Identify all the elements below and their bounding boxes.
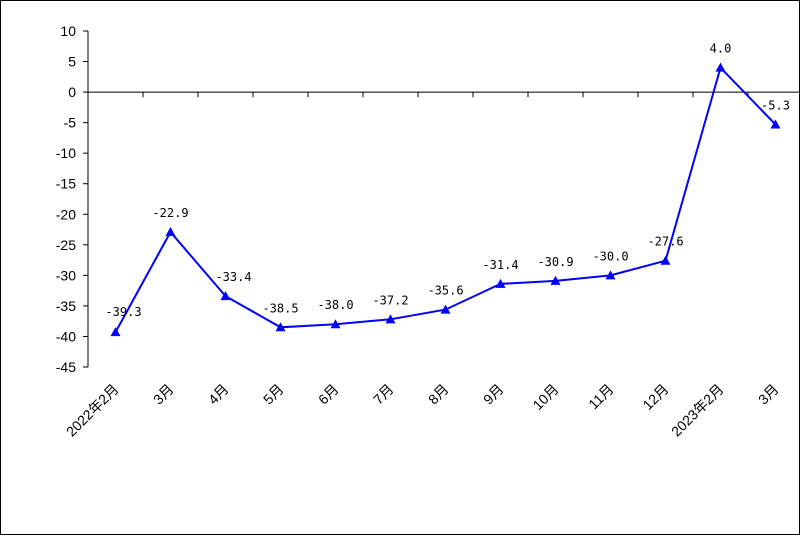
y-tick-label: 0 [68,84,76,100]
data-label: -30.9 [537,255,573,269]
data-label: 4.0 [710,42,732,56]
data-point [385,314,396,324]
data-label: -22.9 [152,206,188,220]
data-point [550,275,561,285]
data-label: -39.3 [105,305,141,319]
data-label: -31.4 [482,258,518,272]
data-point [330,319,341,329]
x-tick-label: 6月 [315,381,342,408]
x-tick-label: 4月 [205,381,232,408]
y-tick-label: -15 [56,176,76,192]
axes [87,31,800,367]
x-tick-label: 8月 [425,381,452,408]
y-tick-label: -5 [64,115,77,131]
data-labels: -39.3 -22.9 -33.4 -38.5 -38.0 -37.2 -35.6 -31.4… [105,42,790,320]
x-tick-label: 11月 [585,381,616,412]
data-point [605,270,616,280]
x-tick-label: 3月 [755,381,782,408]
y-tick-label: -45 [56,359,76,375]
x-tick-label: 12月 [639,381,671,413]
y-tick-label: -40 [56,328,76,344]
y-tick-label: -25 [56,237,76,253]
data-label: -38.0 [317,298,353,312]
data-point [770,119,781,129]
y-tick-label: -30 [56,267,76,283]
data-label: -35.6 [427,284,463,298]
y-axis-ticks: 10 5 0 -5 -10 -15 -20 -25 -30 -35 -40 -45 [56,23,88,375]
y-tick-label: -35 [56,298,76,314]
x-tick-label: 3月 [150,381,177,408]
y-tick-label: -20 [56,206,76,222]
data-point [275,322,286,332]
data-point [440,304,451,314]
y-tick-label: 10 [60,23,76,39]
data-point [715,62,726,72]
data-point [165,226,176,236]
data-label: -33.4 [215,270,251,284]
data-points [110,62,781,337]
data-point [110,327,121,337]
data-point [660,255,671,265]
data-label: -38.5 [262,301,298,315]
data-label: -5.3 [761,98,790,112]
x-tick-label: 2023年2月 [668,381,727,440]
data-point [495,278,506,288]
x-tick-label: 7月 [370,381,397,408]
y-tick-label: 5 [68,54,76,70]
x-tick-label: 2022年2月 [63,381,122,440]
data-label: -27.6 [647,235,683,249]
x-tick-label: 10月 [529,381,561,413]
data-label: -37.2 [372,293,408,307]
x-tick-label: 9月 [480,381,507,408]
data-label: -30.0 [592,249,628,263]
x-tick-label: 5月 [260,381,287,408]
data-point [220,291,231,301]
y-tick-label: -10 [56,145,76,161]
